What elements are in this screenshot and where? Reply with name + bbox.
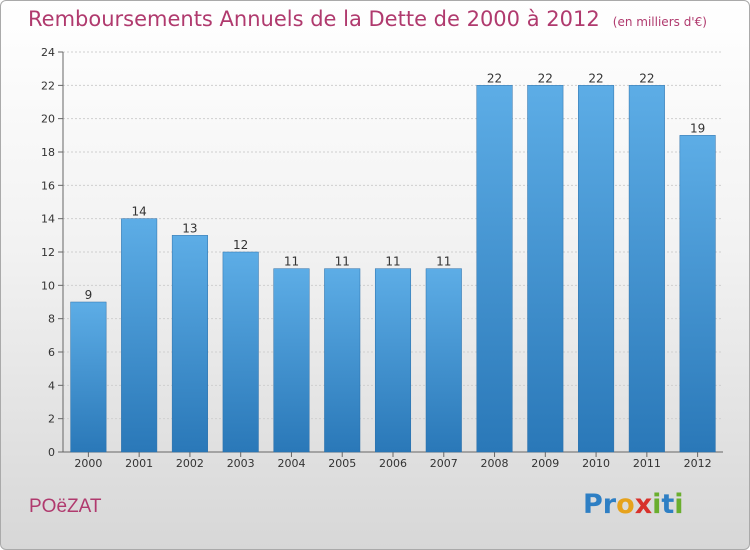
y-tick-label: 10: [41, 279, 55, 292]
x-tick-label: 2011: [633, 457, 661, 470]
y-tick-label: 14: [41, 213, 55, 226]
bar: [527, 85, 564, 453]
bar-value-label: 22: [487, 71, 502, 85]
bar: [425, 268, 462, 453]
x-tick-label: 2012: [684, 457, 712, 470]
bar-value-label: 22: [639, 71, 654, 85]
bar: [476, 85, 513, 453]
bar-value-label: 22: [588, 71, 603, 85]
bar-value-label: 11: [385, 255, 400, 269]
commune-name: POëZAT: [29, 496, 102, 517]
logo-letter: x: [634, 489, 653, 520]
bar-value-label: 11: [284, 255, 299, 269]
bar-value-label: 11: [436, 255, 451, 269]
label-layer: 9 14 13 12 11 11 11 11 22 22 22 22 19: [85, 71, 706, 302]
x-tick-label: 2009: [531, 457, 559, 470]
x-tick-label: 2004: [277, 457, 305, 470]
x-tick-label: 2006: [379, 457, 407, 470]
logo-letter: r: [602, 489, 617, 520]
bar-value-label: 14: [132, 205, 147, 219]
y-tick-label: 0: [48, 446, 55, 459]
logo-letter: o: [616, 489, 635, 520]
y-tick-label: 22: [41, 79, 55, 92]
chart-title: Remboursements Annuels de la Dette de 20…: [28, 7, 707, 31]
chart-title-main: Remboursements Annuels de la Dette de 20…: [28, 7, 600, 31]
y-tick-label: 4: [48, 379, 55, 392]
y-tick-label: 2: [48, 413, 55, 426]
bar: [374, 268, 412, 453]
x-tick-label: 2000: [74, 457, 102, 470]
y-tick-label: 18: [41, 146, 55, 159]
bar: [324, 268, 361, 453]
bar-value-label: 13: [182, 221, 197, 235]
chart-title-unit: (en milliers d'€): [612, 15, 707, 29]
bar: [121, 218, 158, 453]
x-tick-label: 2001: [125, 457, 153, 470]
proxiti-logo[interactable]: Proxiti: [583, 489, 684, 520]
bar-value-label: 19: [690, 121, 705, 135]
x-tick-label: 2003: [227, 457, 255, 470]
y-tick-label: 16: [41, 179, 55, 192]
logo-letter: t: [661, 489, 675, 520]
y-tick-label: 12: [41, 246, 55, 259]
y-tick-label: 8: [48, 313, 55, 326]
logo-letter: i: [674, 489, 684, 520]
bar: [222, 251, 259, 453]
bar-value-label: 11: [335, 255, 350, 269]
bar: [171, 235, 208, 453]
bar: [628, 85, 665, 453]
bar-value-label: 9: [85, 288, 93, 302]
bar: [70, 301, 107, 453]
y-tick-label: 6: [48, 346, 55, 359]
bar: [679, 135, 716, 453]
y-tick-label: 24: [41, 46, 55, 59]
x-tick-label: 2010: [582, 457, 610, 470]
bar-layer: [70, 85, 716, 453]
x-tick-label: 2002: [176, 457, 204, 470]
y-tick-label: 20: [41, 113, 55, 126]
bar: [578, 85, 615, 453]
logo-letter: P: [583, 489, 603, 520]
x-tick-label: 2007: [430, 457, 458, 470]
x-tick-label: 2005: [328, 457, 356, 470]
bar: [273, 268, 310, 453]
logo-letter: i: [652, 489, 662, 520]
bar-value-label: 12: [233, 238, 248, 252]
bar-value-label: 22: [538, 71, 553, 85]
x-tick-label: 2008: [481, 457, 509, 470]
